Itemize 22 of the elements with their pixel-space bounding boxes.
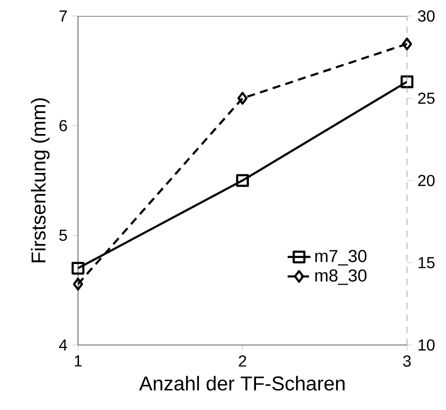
- point: [237, 92, 248, 105]
- y-tick-label: 4: [59, 339, 68, 350]
- y-tick-label: 5: [59, 230, 67, 241]
- y2-tick-label: 30: [418, 10, 435, 22]
- y-axis-title: Firstsenkung (mm): [30, 98, 50, 262]
- y2-tick-label: 20: [418, 174, 435, 186]
- y-tick-label: 7: [60, 10, 67, 22]
- point: [402, 38, 412, 50]
- x-tick-label: 2: [238, 355, 246, 367]
- x-tick-label: 3: [403, 355, 411, 367]
- legend-label: m7_30: [315, 250, 366, 266]
- point: [72, 262, 84, 275]
- y2-tick-label: 10: [418, 339, 435, 351]
- legend-label: m8_30: [315, 269, 366, 285]
- point: [236, 174, 249, 187]
- y-tick-label: 6: [60, 120, 67, 132]
- point: [400, 75, 414, 88]
- point: [72, 278, 84, 291]
- y2-tick-label: 15: [418, 257, 435, 268]
- y2-tick-label: 25: [418, 92, 435, 104]
- x-tick-label: 1: [74, 355, 82, 366]
- x-axis-title: Anzahl der TF-Scharen: [139, 376, 345, 391]
